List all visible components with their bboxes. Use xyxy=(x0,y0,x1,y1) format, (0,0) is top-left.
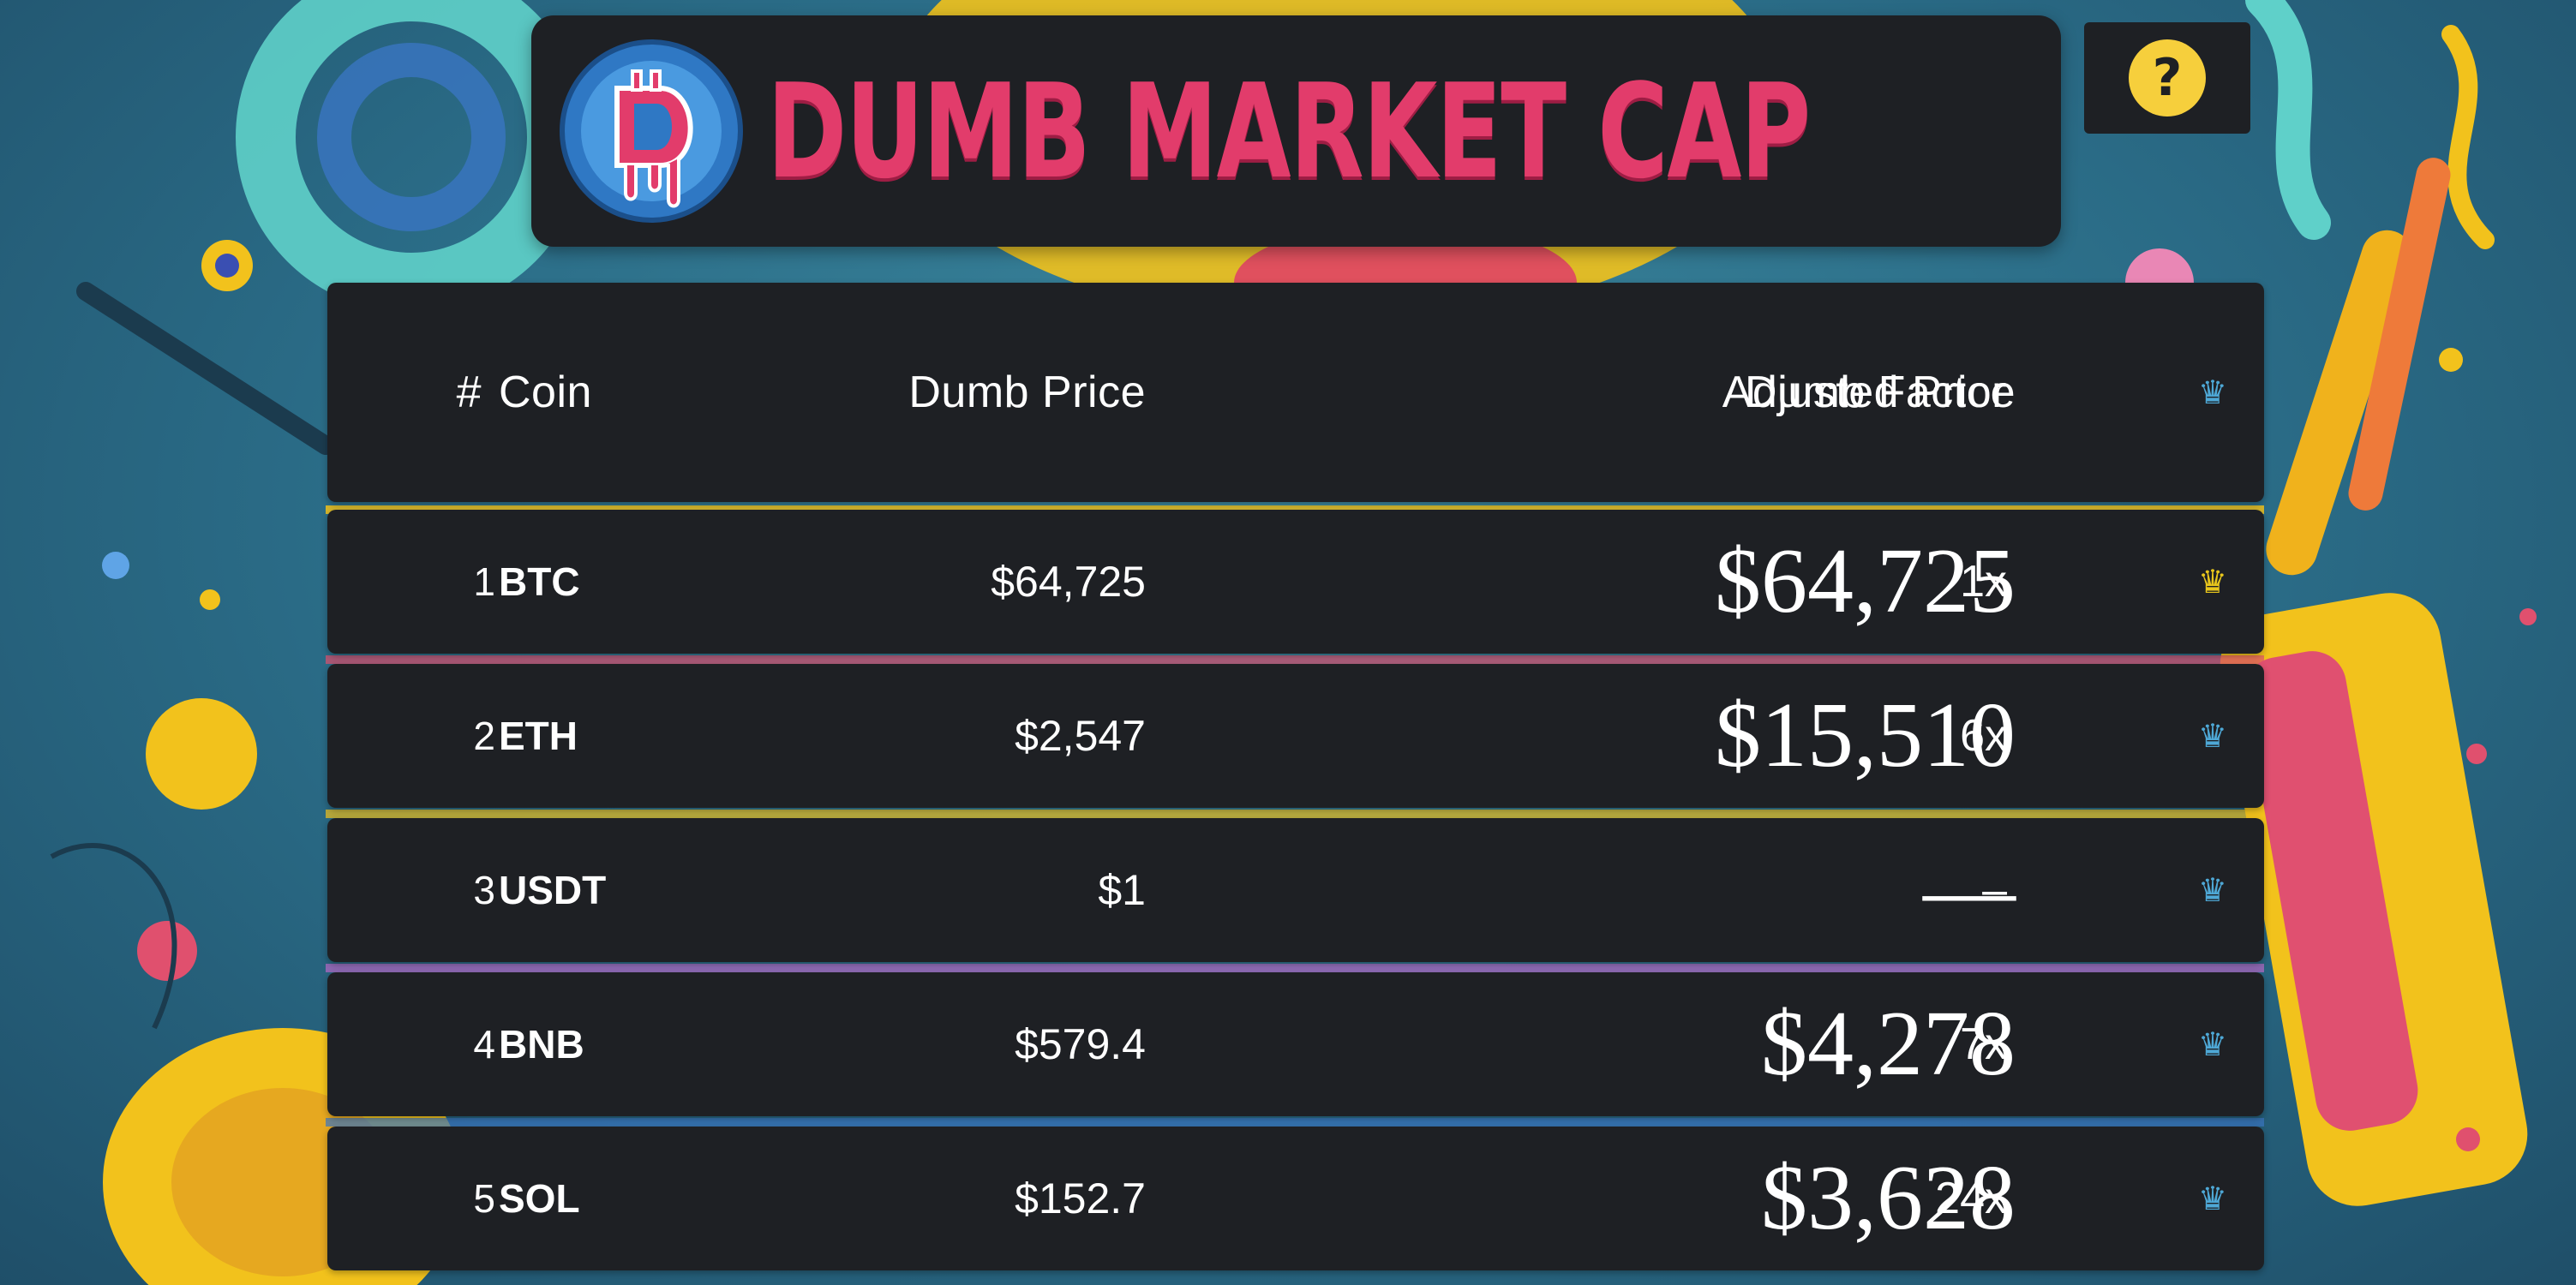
help-icon: ? xyxy=(2129,39,2206,117)
logo-banner: DUMB MARKET CAP xyxy=(531,15,2061,247)
table-header-row: # Coin Dumb Price Adjusted Price Dumb Fa… xyxy=(327,283,2264,502)
coin-symbol: BTC xyxy=(499,559,580,604)
adjusted-price-cell: $4,278 xyxy=(1454,972,2016,1116)
coin-cell: BNB xyxy=(499,972,756,1116)
table-row[interactable]: 1 BTC $64,725 $64,725 1x ♛ xyxy=(327,510,2264,654)
coin-cell: USDT xyxy=(499,818,756,962)
dumb-factor-cell: 24x xyxy=(1613,1127,2007,1270)
dumb-price-value: $2,547 xyxy=(1015,712,1146,760)
rank-number: 4 xyxy=(473,1022,495,1067)
crown-button[interactable]: ♛ xyxy=(2161,818,2264,962)
coin-symbol: USDT xyxy=(499,868,607,912)
adjusted-price-value: $15,510 xyxy=(1715,684,2016,786)
header-adjusted-price[interactable]: Adjusted Price xyxy=(1722,368,2016,417)
dumb-factor-value: 1x xyxy=(1960,557,2007,607)
header-crown-button[interactable]: ♛ xyxy=(2161,283,2264,502)
crown-icon: ♛ xyxy=(2197,374,2228,411)
header-coin[interactable]: Coin xyxy=(499,368,592,417)
rank-cell: 1 xyxy=(447,510,495,654)
dumb-factor-cell: – xyxy=(1613,818,2007,962)
dumb-price-value: $64,725 xyxy=(991,558,1146,606)
rank-cell: 5 xyxy=(447,1127,495,1270)
rank-number: 2 xyxy=(473,714,495,758)
table-row[interactable]: 5 SOL $152.7 $3,628 24x ♛ xyxy=(327,1127,2264,1270)
dumb-factor-value: 7x xyxy=(1960,1019,2007,1069)
crown-button[interactable]: ♛ xyxy=(2161,972,2264,1116)
dumb-factor-value: 6x xyxy=(1960,711,2007,761)
crown-icon: ♛ xyxy=(2197,563,2228,601)
header-rank[interactable]: # xyxy=(456,368,482,417)
table-row[interactable]: 2 ETH $2,547 $15,510 6x ♛ xyxy=(327,664,2264,808)
crown-button[interactable]: ♛ xyxy=(2161,664,2264,808)
dumb-price-value: $152.7 xyxy=(1015,1174,1146,1222)
crown-button[interactable]: ♛ xyxy=(2161,510,2264,654)
adjusted-price-value: $3,628 xyxy=(1761,1147,2016,1249)
crown-icon: ♛ xyxy=(2197,1180,2228,1217)
dumb-price-cell: $1 xyxy=(447,818,1146,962)
coin-cell: SOL xyxy=(499,1127,756,1270)
adjusted-price-cell: — xyxy=(1454,818,2016,962)
app-title: DUMB MARKET CAP xyxy=(767,55,1811,207)
rank-cell: 4 xyxy=(447,972,495,1116)
coin-cell: BTC xyxy=(499,510,756,654)
coin-symbol: ETH xyxy=(499,714,578,758)
dumb-factor-value: – xyxy=(1982,865,2007,915)
crown-icon: ♛ xyxy=(2197,871,2228,909)
adjusted-price-value: $4,278 xyxy=(1761,993,2016,1095)
rank-cell: 2 xyxy=(447,664,495,808)
coin-cell: ETH xyxy=(499,664,756,808)
dumb-price-value: $1 xyxy=(1098,866,1146,914)
rank-number: 1 xyxy=(473,559,495,604)
adjusted-price-value: — xyxy=(1923,839,2016,941)
table-row[interactable]: 4 BNB $579.4 $4,278 7x ♛ xyxy=(327,972,2264,1116)
adjusted-price-cell: $64,725 xyxy=(1454,510,2016,654)
dumb-coin-logo-icon xyxy=(560,39,743,223)
dumb-price-cell: $2,547 xyxy=(447,664,1146,808)
adjusted-price-cell: $15,510 xyxy=(1454,664,2016,808)
crown-button[interactable]: ♛ xyxy=(2161,1127,2264,1270)
header-dumb-price[interactable]: Dumb Price xyxy=(908,368,1146,417)
help-button[interactable]: ? xyxy=(2084,22,2250,134)
header-dumb-factor[interactable]: Dumb Factor xyxy=(1744,368,2007,417)
rank-cell: 3 xyxy=(447,818,495,962)
rank-number: 5 xyxy=(473,1176,495,1221)
dumb-price-value: $579.4 xyxy=(1015,1020,1146,1068)
coin-symbol: SOL xyxy=(499,1176,580,1221)
dumb-factor-cell: 1x xyxy=(1613,510,2007,654)
coin-symbol: BNB xyxy=(499,1022,584,1067)
adjusted-price-value: $64,725 xyxy=(1715,530,2016,632)
dumb-price-cell: $64,725 xyxy=(447,510,1146,654)
dumb-price-cell: $152.7 xyxy=(447,1127,1146,1270)
dumb-factor-value: 24x xyxy=(1935,1174,2007,1223)
dumb-factor-cell: 6x xyxy=(1613,664,2007,808)
dumb-price-cell: $579.4 xyxy=(447,972,1146,1116)
dumb-factor-cell: 7x xyxy=(1613,972,2007,1116)
adjusted-price-cell: $3,628 xyxy=(1454,1127,2016,1270)
rank-number: 3 xyxy=(473,868,495,912)
crown-icon: ♛ xyxy=(2197,1025,2228,1063)
table-row[interactable]: 3 USDT $1 — – ♛ xyxy=(327,818,2264,962)
crown-icon: ♛ xyxy=(2197,717,2228,755)
